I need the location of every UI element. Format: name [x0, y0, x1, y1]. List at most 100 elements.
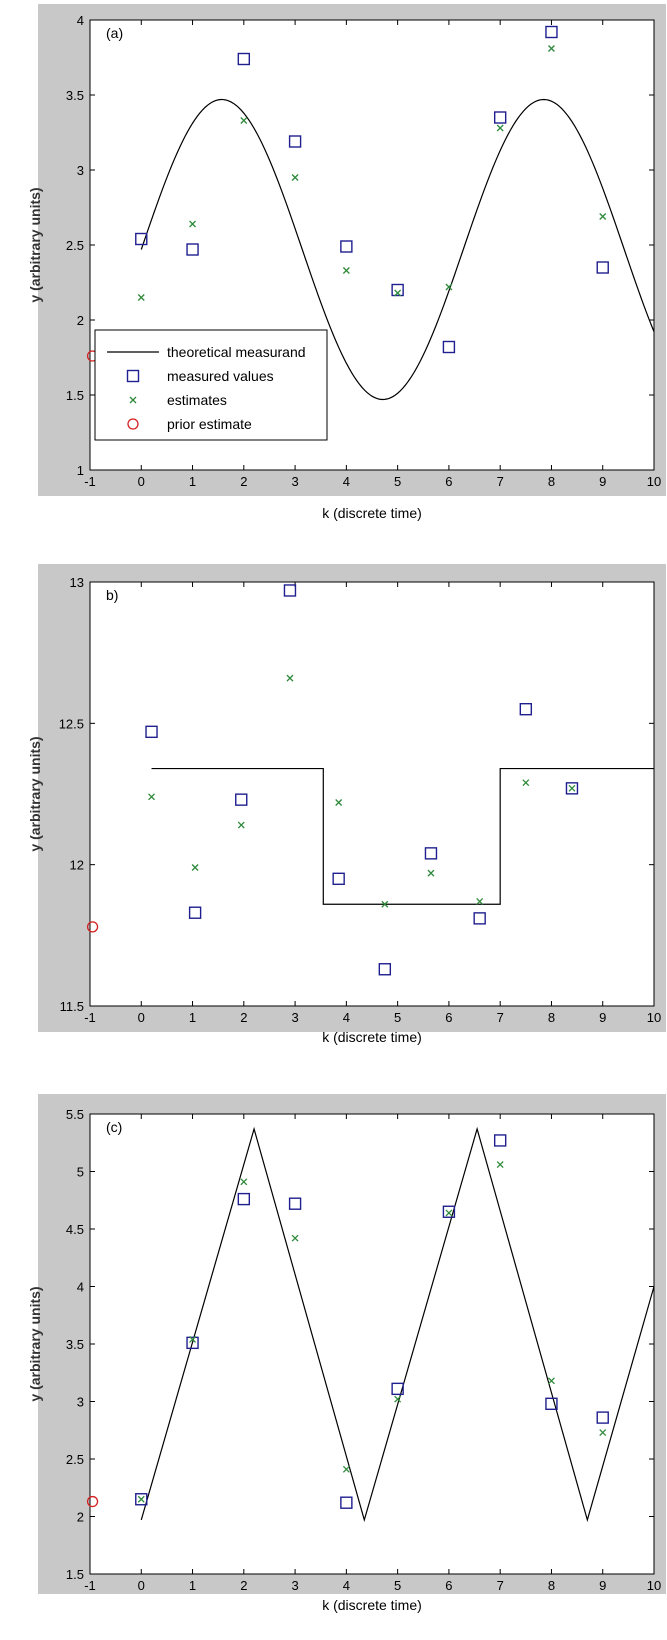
measured-value-marker: [391, 283, 404, 297]
measured-value-marker: [237, 1192, 251, 1206]
measured-value-marker: [391, 1382, 404, 1396]
x-tick-label: 0: [138, 1010, 145, 1025]
x-tick-label: 6: [445, 1578, 452, 1593]
measured-value-marker: [332, 872, 345, 885]
measured-value-marker: [237, 52, 251, 66]
x-tick-label: 8: [548, 1578, 555, 1593]
estimate-marker: [240, 117, 248, 124]
y-tick-label: 13: [70, 575, 84, 590]
x-tick-label: 7: [497, 474, 504, 489]
measured-value-marker: [493, 111, 507, 124]
plot-area: [89, 581, 655, 1007]
measured-value-marker: [545, 25, 558, 39]
estimate-marker: [394, 1395, 402, 1403]
x-tick-label: 5: [394, 1578, 401, 1593]
estimate-marker: [568, 784, 576, 792]
x-tick-label: 1: [189, 1578, 196, 1593]
chart-c: -1 0 1 2 3 4 5 6 7 8 9 10 1.5 2 2.5 3 3.5 4 4.5 5 5.5 k (disc…: [27, 1094, 666, 1613]
measured-value-marker: [378, 963, 392, 976]
measured-value-marker: [424, 847, 438, 860]
measured-value-marker: [135, 1493, 148, 1506]
estimate-marker: [599, 1429, 607, 1437]
y-axis-label: y (arbitrary units): [27, 736, 43, 851]
x-tick-label: -1: [84, 474, 96, 489]
measured-value-marker: [235, 793, 248, 806]
measured-value-marker: [145, 725, 158, 739]
legend-entry: measured values: [167, 368, 274, 384]
measurand-line: [140, 1126, 654, 1523]
y-tick-label: 3: [77, 163, 84, 178]
x-tick-label: 1: [189, 1010, 196, 1025]
prior-estimate-marker: [86, 1495, 99, 1508]
legend-circle-swatch: [127, 418, 139, 430]
estimate-marker: [335, 799, 343, 806]
x-tick-label: 9: [599, 474, 606, 489]
measured-value-marker: [186, 243, 199, 256]
panel-label: (a): [106, 25, 123, 41]
estimate-marker: [547, 45, 555, 52]
y-tick-label: 12.5: [59, 716, 84, 731]
measured-value-marker: [188, 906, 202, 919]
measured-value-marker: [596, 1411, 609, 1424]
measured-value-marker: [288, 1197, 302, 1210]
estimate-marker: [496, 1161, 504, 1169]
measurand-line: [151, 767, 654, 905]
y-tick-label: 3.5: [66, 88, 84, 103]
measured-value-marker: [288, 135, 302, 148]
measured-value-marker: [186, 1336, 199, 1350]
measured-value-marker: [519, 702, 533, 716]
y-tick-label: 2.5: [66, 1452, 84, 1467]
estimate-marker: [291, 174, 299, 181]
measured-value-marker: [135, 232, 148, 246]
estimate-marker: [148, 793, 155, 801]
x-tick-label: 8: [548, 1010, 555, 1025]
y-tick-label: 4.5: [66, 1222, 84, 1237]
x-tick-label: 2: [240, 474, 247, 489]
x-tick-label: 1: [189, 474, 196, 489]
y-tick-label: 3.5: [66, 1337, 84, 1352]
x-tick-label: 10: [647, 1578, 661, 1593]
x-tick-label: -1: [84, 1010, 96, 1025]
x-tick-label: 10: [647, 474, 661, 489]
estimate-marker: [189, 1335, 197, 1343]
estimate-marker: [445, 283, 453, 291]
measurand-line: [140, 98, 654, 401]
measured-value-marker: [442, 340, 456, 354]
panel-label: (c): [106, 1119, 122, 1135]
x-axis-label: k (discrete time): [322, 1597, 422, 1613]
estimate-marker: [286, 674, 294, 682]
x-tick-label: 5: [394, 474, 401, 489]
panel-b: -1 0 1 2 3 4 5 6 7 8 9 10 11.5 12 12.5 13 k (discrete ti…: [0, 560, 667, 1070]
plot-area: [89, 1113, 655, 1575]
x-tick-label: 6: [445, 474, 452, 489]
panel-label: b): [106, 587, 118, 603]
y-tick-label: 2: [77, 1510, 84, 1525]
estimate-marker: [342, 267, 350, 274]
y-tick-label: 4: [77, 13, 84, 28]
x-tick-label: 5: [394, 1010, 401, 1025]
x-tick-label: 7: [497, 1578, 504, 1593]
measured-value-marker: [565, 782, 579, 795]
x-tick-label: 2: [240, 1578, 247, 1593]
x-tick-label: 2: [240, 1010, 247, 1025]
x-tick-label: 0: [138, 474, 145, 489]
estimate-marker: [137, 294, 145, 301]
estimate-marker: [547, 1377, 555, 1385]
legend-square-swatch: [126, 369, 140, 383]
prior-estimate-marker: [86, 921, 99, 933]
x-tick-label: 4: [343, 1578, 350, 1593]
y-tick-label: 1.5: [66, 1567, 84, 1582]
legend-box: [94, 329, 328, 441]
measured-value-marker: [596, 261, 609, 274]
x-tick-label: 10: [647, 1010, 661, 1025]
estimate-marker: [599, 213, 607, 220]
panel-a: -1 0 1 2 3 4 5 6 7 8 9 10 1 1.5 2 2.5 3 3.5 4 k (discrete t…: [0, 0, 667, 535]
x-tick-label: 3: [291, 474, 298, 489]
x-tick-label: 3: [291, 1010, 298, 1025]
chart-a: -1 0 1 2 3 4 5 6 7 8 9 10 1 1.5 2 2.5 3 3.5 4 k (discrete t…: [27, 4, 666, 521]
legend-entry: estimates: [167, 392, 227, 408]
estimate-marker: [191, 864, 199, 871]
measured-value-marker: [493, 1134, 507, 1147]
measured-value-marker: [283, 584, 297, 597]
